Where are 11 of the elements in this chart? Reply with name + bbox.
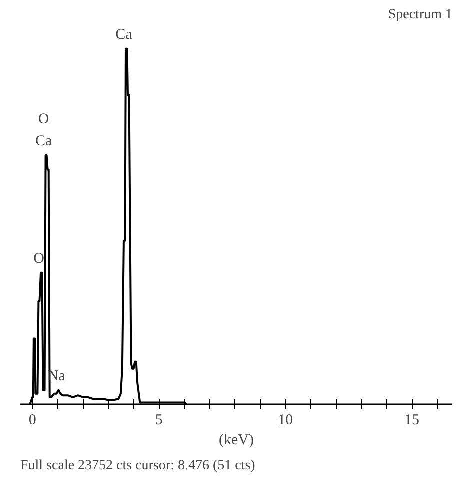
annotation: Ca — [35, 134, 52, 150]
x-tick-label: 15 — [404, 412, 420, 428]
x-tick-label: 10 — [278, 412, 294, 428]
annotation: O — [38, 112, 50, 128]
annotation: O — [34, 250, 45, 267]
annotation: Ca — [116, 26, 133, 43]
x-tick-label: 5 — [155, 412, 163, 428]
x-tick-label: 0 — [28, 412, 36, 428]
text: Full scale 23752 cts cursor: 8.476 (51 cts) — [20, 458, 256, 474]
x-axis-title: (keV) — [219, 432, 254, 448]
chart-title: Spectrum 1 — [388, 8, 452, 22]
